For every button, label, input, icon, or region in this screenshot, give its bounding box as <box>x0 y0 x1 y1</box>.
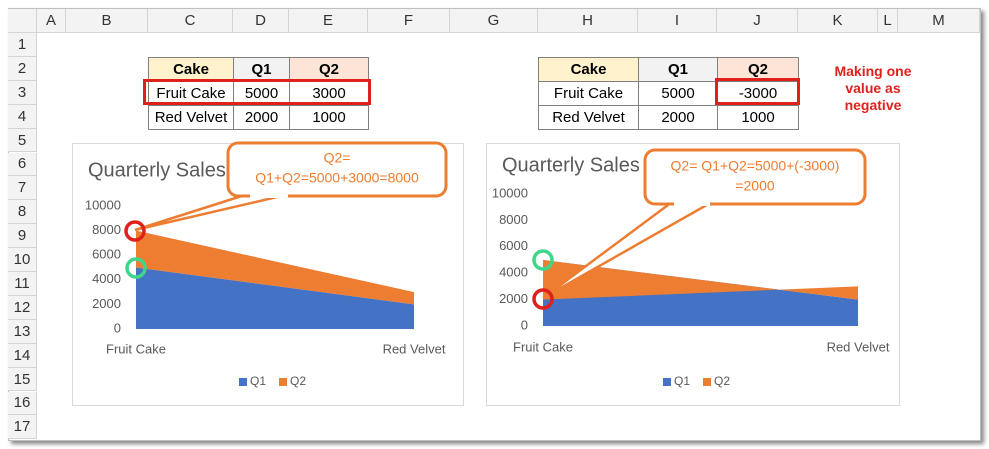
row-header: 5 <box>8 128 37 153</box>
table-header: Q2 <box>717 56 799 82</box>
column-header: D <box>233 9 289 33</box>
table-cell: 5000 <box>638 80 718 106</box>
table-cell: 1000 <box>717 104 799 130</box>
x-tick-label: Red Velvet <box>827 339 890 354</box>
row-header: 16 <box>8 391 37 416</box>
row-header: 2 <box>8 56 37 81</box>
table-cell: Red Velvet <box>538 104 639 130</box>
column-header: C <box>148 9 233 33</box>
table-header: Q1 <box>233 56 290 82</box>
y-tick-label: 2000 <box>92 296 121 311</box>
column-header: I <box>638 9 717 33</box>
row-header: 6 <box>8 152 37 177</box>
table-cell: 2000 <box>638 104 718 130</box>
table-header: Cake <box>148 56 234 82</box>
legend-key <box>279 378 287 386</box>
column-header: B <box>66 9 148 33</box>
table-cell: 2000 <box>233 104 290 130</box>
annotation: Making one value as negative <box>834 63 912 113</box>
row-header: 11 <box>8 272 37 296</box>
row-header: 13 <box>8 319 37 344</box>
y-tick-label: 8000 <box>92 222 121 237</box>
table-header: Cake <box>538 56 639 82</box>
column-header: L <box>878 9 898 33</box>
chart-title: Quarterly Sales <box>502 154 640 176</box>
legend-key <box>703 378 711 386</box>
row-header: 7 <box>8 176 37 201</box>
row-header: 4 <box>8 104 37 129</box>
y-tick-label: 0 <box>114 320 121 335</box>
y-tick-label: 0 <box>521 317 528 332</box>
column-header: K <box>798 9 878 33</box>
table-header: Q1 <box>638 56 718 82</box>
chart: Quarterly Sales 0 2000 4000 6000 8000 10000 Fru… <box>72 143 464 406</box>
column-header: M <box>898 9 980 33</box>
column-header: F <box>368 9 450 33</box>
row-header: 1 <box>8 33 37 57</box>
y-tick-label: 6000 <box>499 238 528 253</box>
chart: Quarterly Sales 0 2000 4000 6000 8000 10000 Fru… <box>486 143 900 406</box>
legend-label: Q1 <box>250 374 266 388</box>
legend-key <box>239 378 247 386</box>
y-tick-label: 4000 <box>499 265 528 280</box>
row-header: 8 <box>8 200 37 225</box>
column-header: G <box>450 9 538 33</box>
highlight-box <box>143 79 371 105</box>
column-header: J <box>717 9 798 33</box>
x-tick-label: Red Velvet <box>383 341 446 356</box>
x-tick-label: Fruit Cake <box>106 341 166 356</box>
table-cell: Red Velvet <box>148 104 234 130</box>
legend-label: Q2 <box>290 374 306 388</box>
area <box>136 230 414 305</box>
column-header: H <box>538 9 638 33</box>
chart-title: Quarterly Sales <box>88 159 226 181</box>
y-tick-label: 4000 <box>92 271 121 286</box>
row-header: 17 <box>8 415 37 440</box>
area <box>136 267 414 329</box>
y-tick-label: 6000 <box>92 247 121 262</box>
row-header: 12 <box>8 295 37 320</box>
y-tick-label: 10000 <box>85 197 121 212</box>
corner <box>8 9 37 33</box>
table-cell: Fruit Cake <box>538 80 639 106</box>
row-header: 9 <box>8 224 37 249</box>
row-header: 3 <box>8 80 37 105</box>
row-header: 10 <box>8 248 37 272</box>
highlight-box <box>715 78 800 105</box>
row-header: 14 <box>8 343 37 368</box>
legend-key <box>663 378 671 386</box>
row-header: 15 <box>8 367 37 392</box>
y-tick-label: 2000 <box>499 291 528 306</box>
y-tick-label: 8000 <box>499 212 528 227</box>
x-tick-label: Fruit Cake <box>513 339 573 354</box>
table-cell: 1000 <box>289 104 369 130</box>
column-header: E <box>289 9 368 33</box>
y-tick-label: 10000 <box>492 185 528 200</box>
legend-label: Q2 <box>714 374 730 388</box>
column-header: A <box>37 9 66 33</box>
legend-label: Q1 <box>674 374 690 388</box>
